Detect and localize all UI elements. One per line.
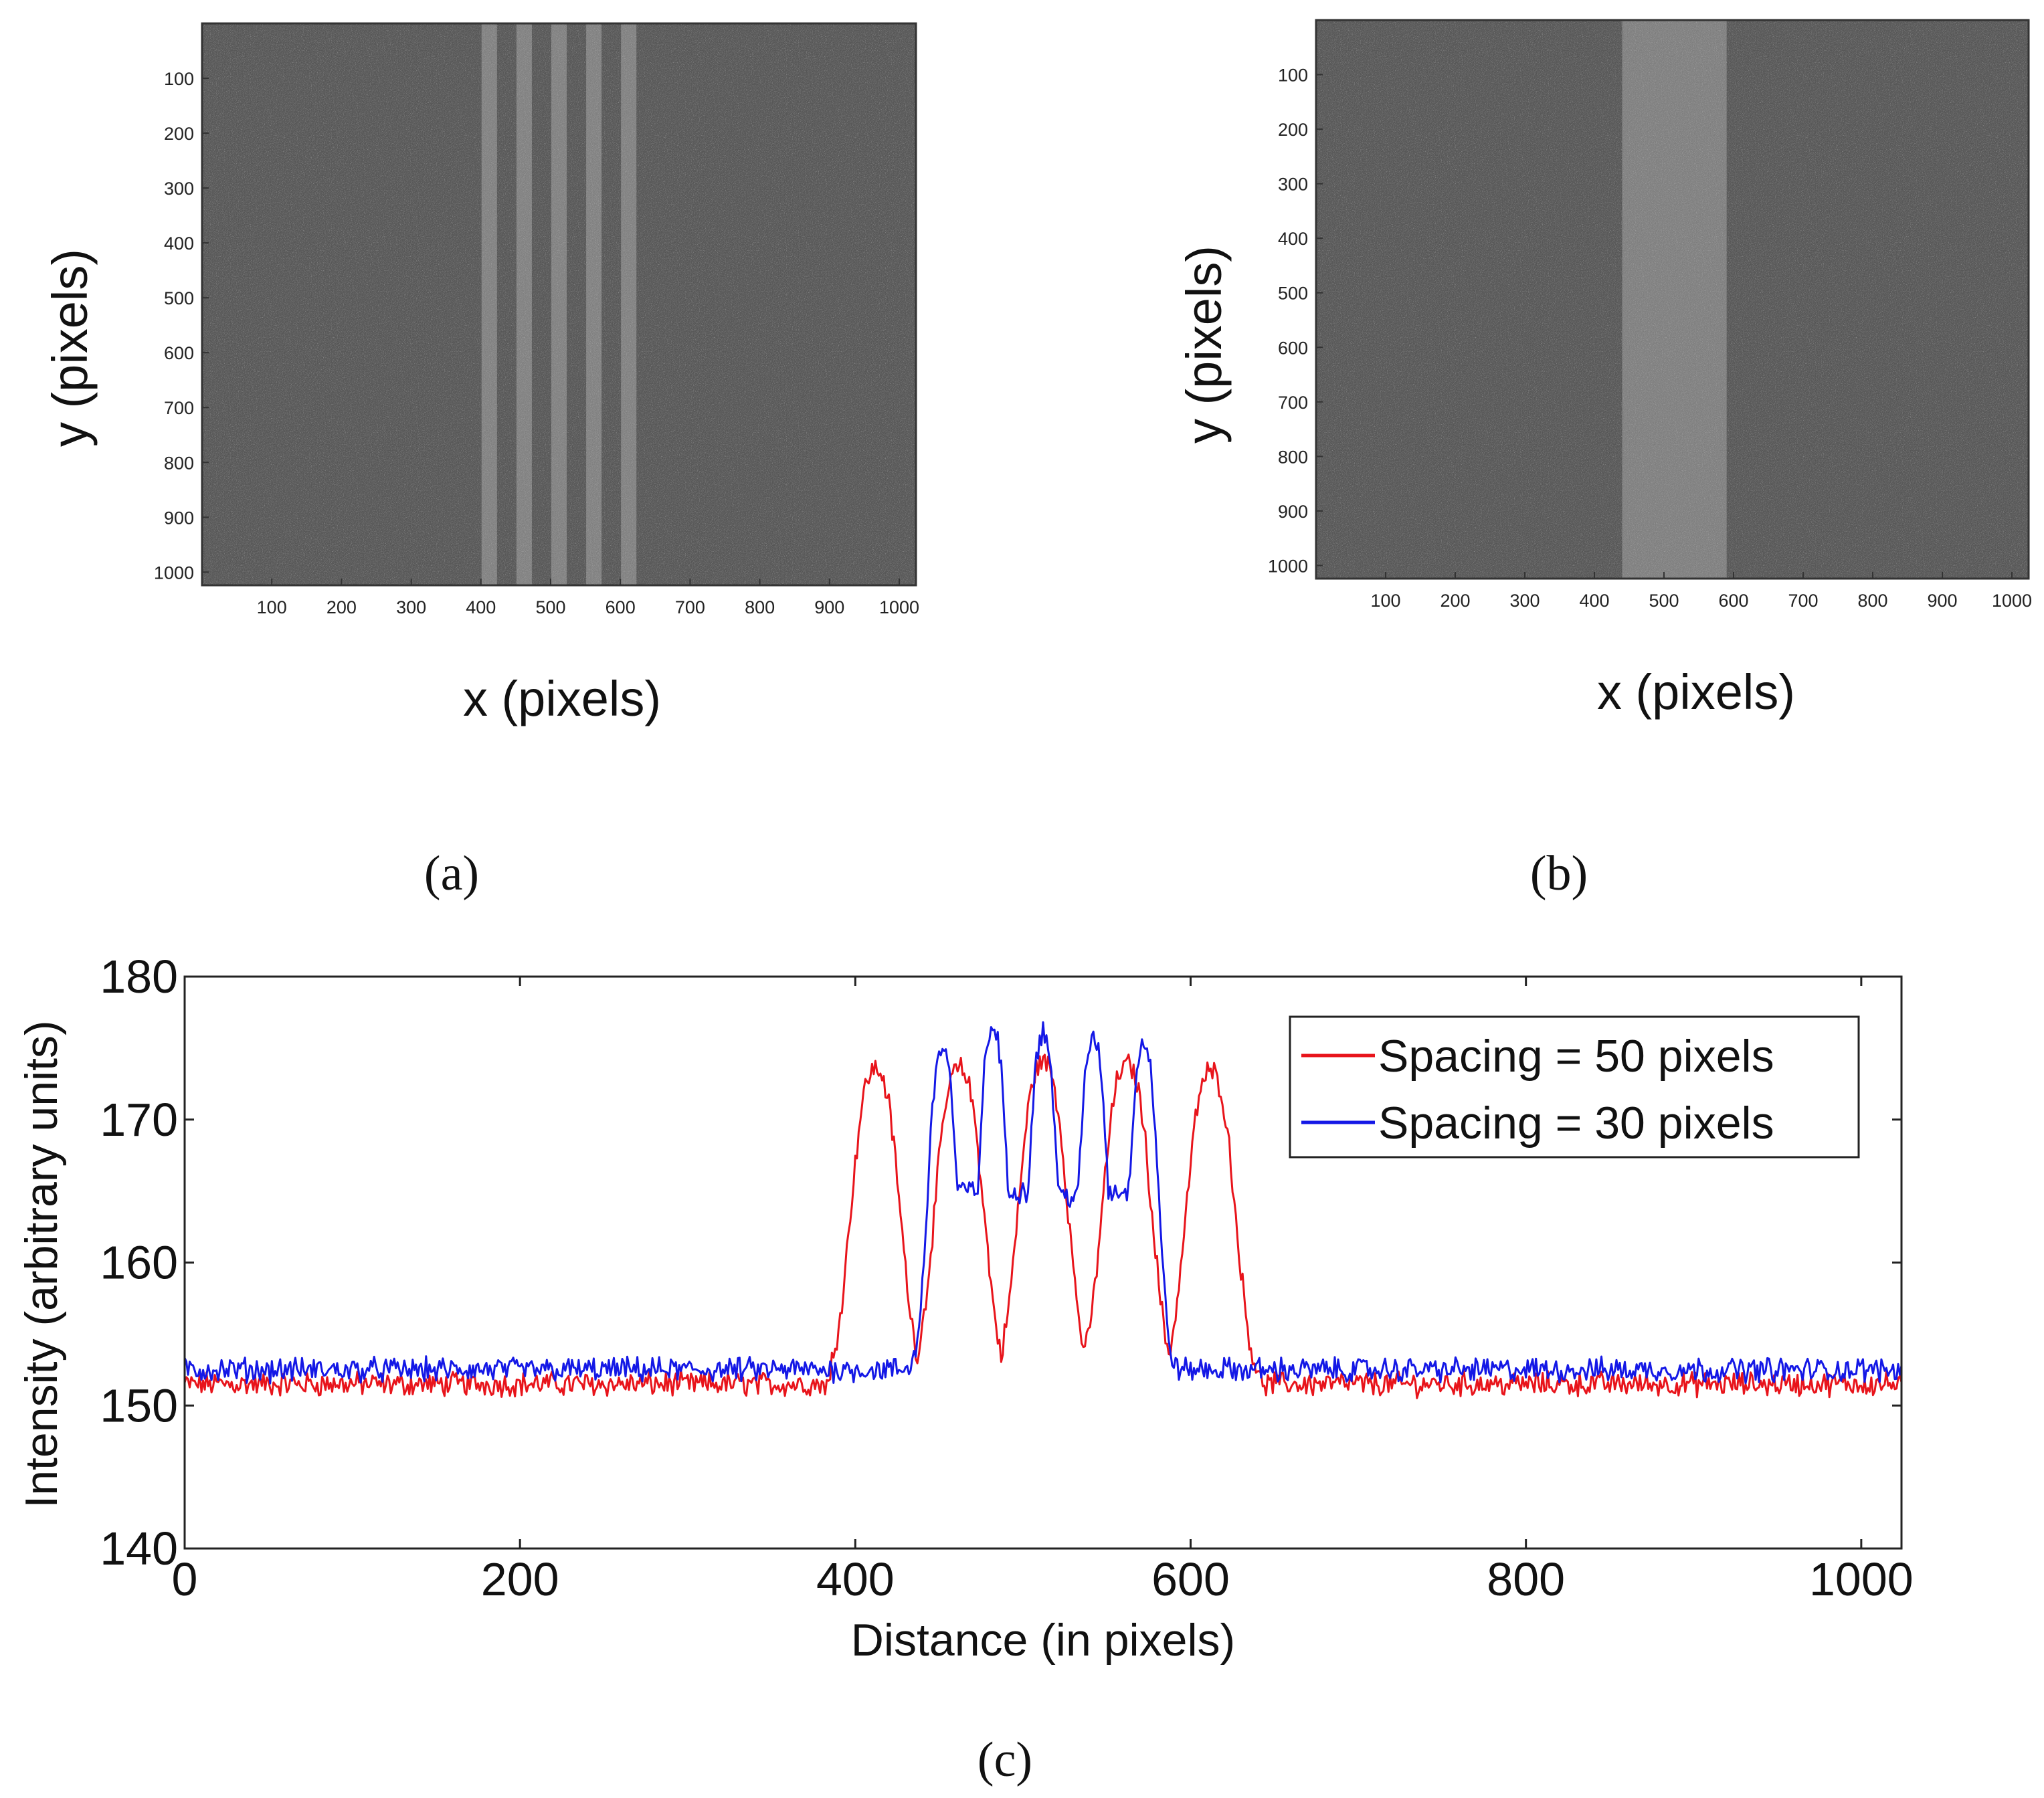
x-tick-label: 200 <box>327 597 357 617</box>
panel-c-caption: (c) <box>978 1732 1032 1787</box>
y-tick-label: 200 <box>1278 120 1308 140</box>
y-tick-label: 1000 <box>154 563 194 583</box>
panel-b-frame <box>1315 19 2030 580</box>
panel-c-xlabel: Distance (in pixels) <box>851 1615 1235 1666</box>
legend-box <box>1289 1015 1860 1159</box>
x-tick-label: 900 <box>814 597 844 617</box>
y-tick-label: 180 <box>100 951 178 1003</box>
bright-stripe <box>621 23 637 585</box>
panel-c-plot: 0 200 400 600 800 1000 140 150 160 170 180 Distanc… <box>16 951 1914 1787</box>
panel-c-ylabel: Intensity (arbitrary units) <box>16 1020 67 1508</box>
y-tick-label: 700 <box>1278 393 1308 413</box>
panel-b-image: 100 200 300 400 500 600 700 800 900 1000 100 200 300… <box>1176 19 2032 901</box>
y-tick-label: 150 <box>100 1379 178 1431</box>
panel-a-frame <box>201 22 917 587</box>
panel-c-series <box>183 1021 1903 1399</box>
x-tick-label: 1000 <box>1992 591 2032 611</box>
panel-b-ticks: 100 200 300 400 500 600 700 800 900 1000 100 200 300… <box>1268 66 2032 611</box>
x-tick-label: 400 <box>1579 591 1609 611</box>
y-tick-label: 1000 <box>1268 556 1308 576</box>
x-tick-label: 900 <box>1928 591 1958 611</box>
panel-a-image: 100 200 300 400 500 600 700 800 900 1000 100 200 300… <box>42 22 919 901</box>
x-tick-label: 700 <box>1788 591 1818 611</box>
x-tick-label: 300 <box>396 597 426 617</box>
x-tick-label: 500 <box>1649 591 1679 611</box>
y-tick-label: 800 <box>164 453 194 473</box>
y-tick-label: 700 <box>164 398 194 418</box>
panel-b-xlabel: x (pixels) <box>1597 664 1795 720</box>
panel-b-ylabel: y (pixels) <box>1176 245 1232 443</box>
x-tick-label: 200 <box>481 1553 559 1605</box>
x-tick-label: 600 <box>606 597 636 617</box>
x-tick-label: 100 <box>1370 591 1400 611</box>
y-tick-label: 800 <box>1278 447 1308 467</box>
y-tick-label: 600 <box>164 343 194 363</box>
y-tick-label: 160 <box>100 1237 178 1289</box>
y-tick-label: 400 <box>164 233 194 254</box>
x-tick-label: 100 <box>257 597 287 617</box>
bright-stripe <box>481 23 497 585</box>
y-tick-label: 500 <box>164 288 194 308</box>
panel-c-legend: Spacing = 50 pixels Spacing = 30 pixels <box>1289 1015 1860 1159</box>
bright-stripe <box>551 23 567 585</box>
panel-a-ticks: 100 200 300 400 500 600 700 800 900 1000 100 200 300… <box>154 69 919 617</box>
y-tick-label: 900 <box>164 508 194 528</box>
panel-b-raster <box>1316 20 2029 579</box>
x-tick-label: 700 <box>675 597 705 617</box>
y-tick-label: 140 <box>100 1522 178 1575</box>
series-spacing-30-line <box>183 1021 1903 1385</box>
series-spacing-50-line <box>183 1054 1903 1399</box>
bright-stripe <box>586 23 602 585</box>
panel-a-raster <box>202 23 916 585</box>
x-tick-label: 800 <box>1858 591 1888 611</box>
panel-a-xlabel: x (pixels) <box>463 671 661 726</box>
legend-label: Spacing = 50 pixels <box>1378 1031 1774 1082</box>
x-tick-label: 800 <box>1487 1553 1565 1605</box>
x-tick-label: 600 <box>1718 591 1748 611</box>
y-tick-label: 900 <box>1278 502 1308 522</box>
legend-label: Spacing = 30 pixels <box>1378 1098 1774 1148</box>
x-tick-label: 400 <box>466 597 496 617</box>
y-tick-label: 100 <box>164 69 194 89</box>
panel-b-caption: (b) <box>1530 846 1588 901</box>
x-tick-label: 800 <box>745 597 775 617</box>
y-tick-label: 300 <box>164 179 194 199</box>
y-tick-label: 200 <box>164 124 194 144</box>
y-tick-label: 500 <box>1278 284 1308 304</box>
y-tick-label: 100 <box>1278 66 1308 86</box>
panel-a-ylabel: y (pixels) <box>42 249 98 447</box>
panel-c-ticks: 0 200 400 600 800 1000 140 150 160 170 180 <box>100 951 1914 1605</box>
y-tick-label: 170 <box>100 1094 178 1146</box>
x-tick-label: 1000 <box>879 597 919 617</box>
y-tick-label: 300 <box>1278 175 1308 195</box>
x-tick-label: 600 <box>1151 1553 1230 1605</box>
y-tick-label: 600 <box>1278 338 1308 358</box>
x-tick-label: 200 <box>1440 591 1470 611</box>
x-tick-label: 1000 <box>1809 1553 1914 1605</box>
x-tick-label: 500 <box>535 597 565 617</box>
bright-stripe <box>516 23 532 585</box>
x-tick-label: 400 <box>816 1553 895 1605</box>
panel-a-caption: (a) <box>424 846 479 901</box>
y-tick-label: 400 <box>1278 229 1308 249</box>
bright-band <box>1622 20 1727 579</box>
x-tick-label: 0 <box>172 1553 198 1605</box>
x-tick-label: 300 <box>1509 591 1540 611</box>
